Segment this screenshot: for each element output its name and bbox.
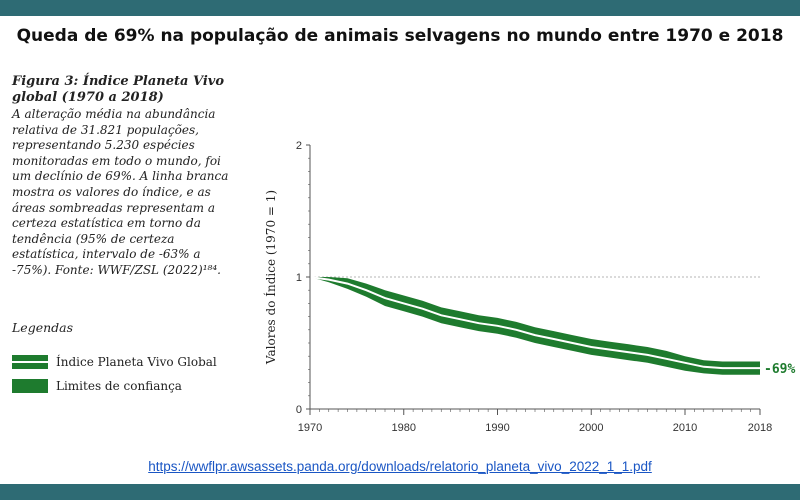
y-tick-label: 2	[296, 140, 302, 152]
x-tick-label: 1990	[485, 422, 509, 434]
figure-title: Figura 3: Índice Planeta Vivo global (19…	[12, 74, 224, 105]
figure-description: A alteração média na abundância relativa…	[12, 107, 229, 277]
end-value-label: -69%	[764, 362, 795, 377]
x-tick-label: 1980	[392, 422, 416, 434]
top-border-bar	[0, 0, 800, 16]
legend-swatch-confidence-band	[12, 379, 48, 393]
x-axis-ticks: 1970 1980 1990 2000 2010 2018	[298, 409, 772, 434]
x-tick-label: 2018	[748, 422, 772, 434]
legend-title: Legendas	[12, 320, 74, 335]
living-planet-index-chart: 0 1 2 1970 1980 1990 2000 2010 2018 Valores do …	[263, 140, 795, 434]
index-line	[309, 276, 760, 370]
page-headline: Queda de 69% na população de animais sel…	[16, 26, 784, 46]
confidence-band	[310, 277, 760, 375]
legend-label-confidence: Limites de confiança	[56, 379, 182, 393]
legend-swatch-index-line	[12, 355, 48, 369]
x-tick-label: 2010	[673, 422, 697, 434]
legend-label-index: Índice Planeta Vivo Global	[56, 355, 217, 369]
figure-caption: Figura 3: Índice Planeta Vivo global (19…	[12, 74, 237, 279]
x-tick-label: 2000	[579, 422, 603, 434]
y-tick-label: 1	[296, 272, 302, 284]
y-axis-label: Valores do Índice (1970 = 1)	[263, 190, 278, 365]
y-tick-label: 0	[296, 404, 302, 416]
legend-item-confidence: Limites de confiança	[12, 379, 182, 393]
x-tick-label: 1970	[298, 422, 322, 434]
source-link[interactable]: https://wwflpr.awsassets.panda.org/downl…	[148, 459, 652, 474]
bottom-border-bar	[0, 484, 800, 500]
legend-item-index: Índice Planeta Vivo Global	[12, 355, 217, 369]
y-axis-ticks: 0 1 2	[296, 140, 310, 416]
